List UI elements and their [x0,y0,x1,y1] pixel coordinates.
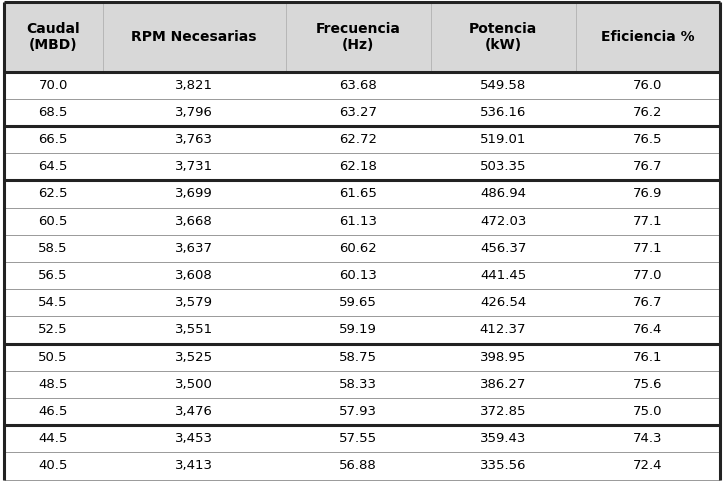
Text: 536.16: 536.16 [480,106,526,119]
Text: 486.94: 486.94 [480,187,526,201]
Text: Frecuencia
(Hz): Frecuencia (Hz) [316,22,400,52]
Text: 56.88: 56.88 [340,459,377,472]
Text: 57.93: 57.93 [339,405,377,418]
Bar [4,72,720,99]
Text: 372.85: 372.85 [480,405,526,418]
Text: 63.27: 63.27 [339,106,377,119]
Text: Eficiencia %: Eficiencia % [601,30,695,44]
Text: Caudal
(MBD): Caudal (MBD) [26,22,80,52]
Text: 77.0: 77.0 [634,269,662,282]
Text: 57.55: 57.55 [339,432,377,445]
Bar [4,99,720,126]
Text: 549.58: 549.58 [480,79,526,92]
Text: 335.56: 335.56 [480,459,526,472]
Text: 3,413: 3,413 [175,459,214,472]
Bar [4,208,720,235]
Text: 59.65: 59.65 [340,296,377,309]
Text: 68.5: 68.5 [38,106,68,119]
Text: 3,453: 3,453 [175,432,214,445]
Text: 44.5: 44.5 [38,432,68,445]
Text: 76.5: 76.5 [634,133,662,146]
Text: 3,731: 3,731 [175,161,214,174]
Text: 60.62: 60.62 [340,242,377,255]
Text: 76.7: 76.7 [634,161,662,174]
Text: 472.03: 472.03 [480,214,526,228]
Text: 58.33: 58.33 [339,378,377,391]
Text: 58.5: 58.5 [38,242,68,255]
Text: 3,821: 3,821 [175,79,214,92]
Text: 441.45: 441.45 [480,269,526,282]
Bar [4,289,720,316]
Text: 52.5: 52.5 [38,323,68,336]
Text: 60.5: 60.5 [38,214,68,228]
Bar [4,153,720,180]
Text: 58.75: 58.75 [339,351,377,364]
Text: 62.18: 62.18 [340,161,377,174]
Text: 70.0: 70.0 [38,79,68,92]
Text: 54.5: 54.5 [38,296,68,309]
Text: 3,525: 3,525 [175,351,214,364]
Bar [4,344,720,371]
Text: RPM Necesarias: RPM Necesarias [132,30,257,44]
Text: Potencia
(kW): Potencia (kW) [469,22,537,52]
Text: 59.19: 59.19 [340,323,377,336]
Text: 62.72: 62.72 [339,133,377,146]
Bar [4,398,720,425]
Text: 50.5: 50.5 [38,351,68,364]
Text: 3,668: 3,668 [175,214,213,228]
Text: 503.35: 503.35 [480,161,526,174]
Text: 74.3: 74.3 [634,432,662,445]
Text: 56.5: 56.5 [38,269,68,282]
Text: 456.37: 456.37 [480,242,526,255]
Bar [4,262,720,289]
Text: 76.9: 76.9 [634,187,662,201]
Text: 76.2: 76.2 [634,106,662,119]
Text: 60.13: 60.13 [340,269,377,282]
Text: 77.1: 77.1 [633,214,662,228]
Text: 77.1: 77.1 [633,242,662,255]
Text: 3,699: 3,699 [175,187,213,201]
Text: 75.0: 75.0 [634,405,662,418]
Text: 76.1: 76.1 [634,351,662,364]
Text: 72.4: 72.4 [634,459,662,472]
Bar [4,425,720,453]
Text: 61.13: 61.13 [339,214,377,228]
Text: 3,608: 3,608 [175,269,213,282]
Text: 3,763: 3,763 [175,133,214,146]
Bar [4,316,720,344]
Text: 412.37: 412.37 [480,323,526,336]
Text: 75.6: 75.6 [634,378,662,391]
Bar [4,371,720,398]
Bar [4,453,720,480]
Text: 398.95: 398.95 [480,351,526,364]
Text: 3,579: 3,579 [175,296,214,309]
Text: 426.54: 426.54 [480,296,526,309]
Text: 3,476: 3,476 [175,405,213,418]
Bar [4,180,720,208]
Text: 519.01: 519.01 [480,133,526,146]
Text: 63.68: 63.68 [340,79,377,92]
Text: 62.5: 62.5 [38,187,68,201]
Text: 3,637: 3,637 [175,242,214,255]
Text: 64.5: 64.5 [38,161,68,174]
Text: 40.5: 40.5 [38,459,68,472]
Bar [4,235,720,262]
Text: 3,796: 3,796 [175,106,213,119]
Text: 46.5: 46.5 [38,405,68,418]
Text: 76.7: 76.7 [634,296,662,309]
Bar [4,126,720,153]
Text: 48.5: 48.5 [38,378,68,391]
Text: 61.65: 61.65 [340,187,377,201]
Text: 386.27: 386.27 [480,378,526,391]
Text: 3,500: 3,500 [175,378,213,391]
Text: 3,551: 3,551 [175,323,214,336]
Text: 76.4: 76.4 [634,323,662,336]
Text: 76.0: 76.0 [634,79,662,92]
Bar [4,2,720,72]
Text: 359.43: 359.43 [480,432,526,445]
Text: 66.5: 66.5 [38,133,68,146]
